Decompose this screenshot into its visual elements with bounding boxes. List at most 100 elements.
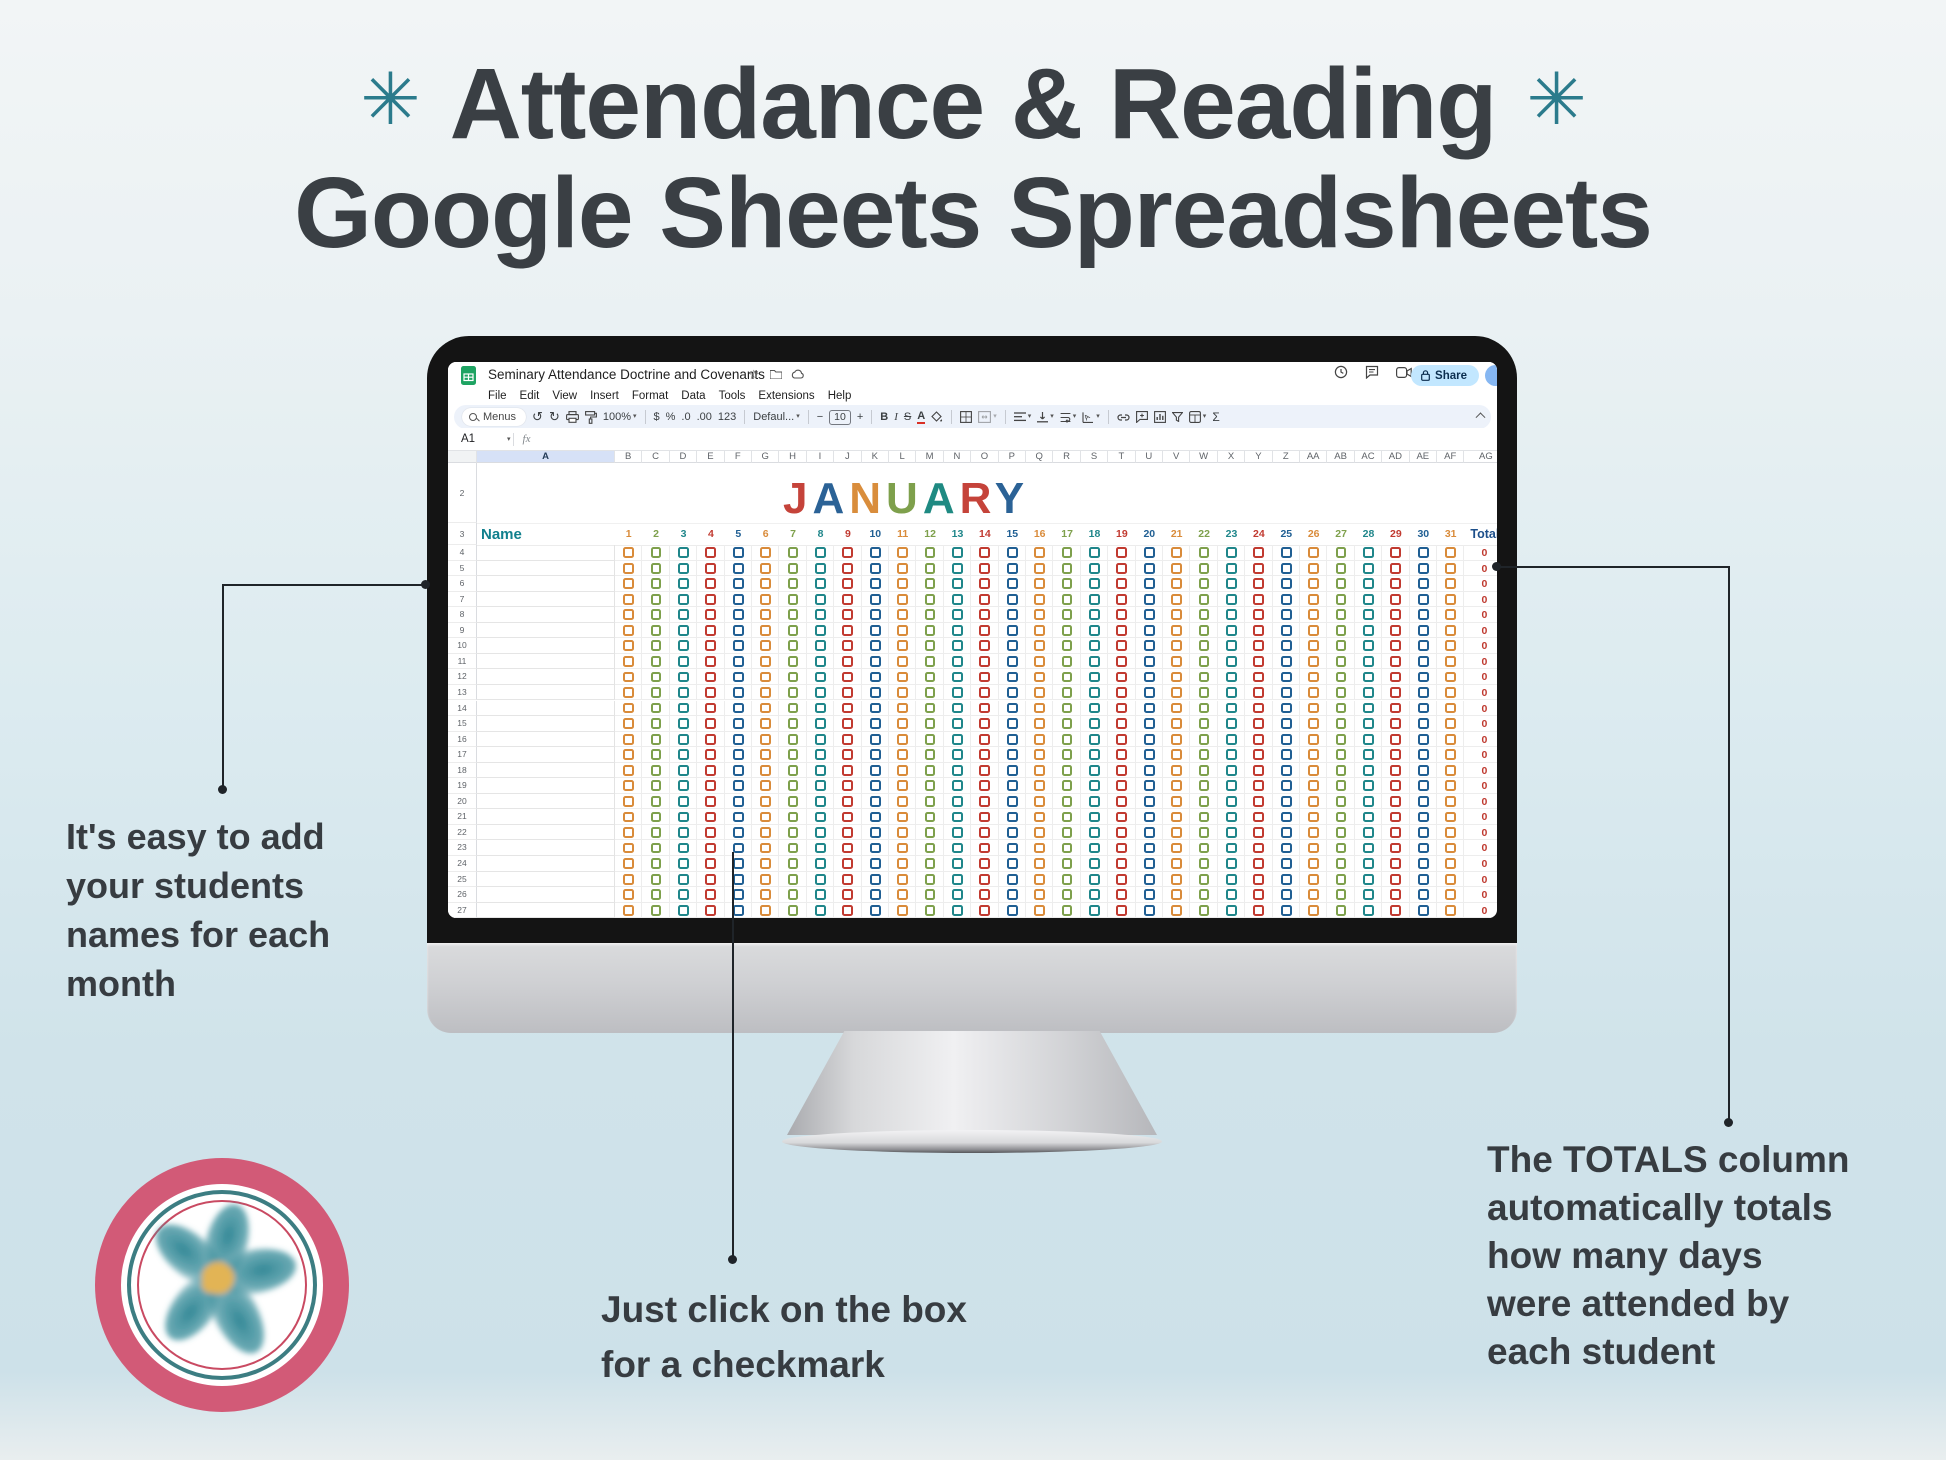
attendance-checkbox[interactable] xyxy=(1061,624,1073,636)
attendance-checkbox[interactable] xyxy=(650,547,662,558)
attendance-checkbox[interactable] xyxy=(732,780,744,792)
student-name-cell[interactable] xyxy=(477,747,615,763)
attendance-checkbox[interactable] xyxy=(1034,593,1046,605)
column-header-AB[interactable]: AB xyxy=(1327,450,1355,463)
attendance-checkbox[interactable] xyxy=(1253,827,1265,838)
attendance-checkbox[interactable] xyxy=(1390,827,1402,838)
attendance-checkbox[interactable] xyxy=(1116,873,1128,885)
attendance-checkbox[interactable] xyxy=(1226,858,1237,869)
attendance-checkbox[interactable] xyxy=(1034,858,1046,869)
attendance-checkbox[interactable] xyxy=(1390,640,1402,652)
attendance-checkbox[interactable] xyxy=(1171,718,1183,730)
attendance-checkbox[interactable] xyxy=(732,842,744,854)
attendance-checkbox[interactable] xyxy=(1390,624,1402,636)
attendance-checkbox[interactable] xyxy=(760,718,772,730)
attendance-checkbox[interactable] xyxy=(678,547,689,558)
attendance-checkbox[interactable] xyxy=(705,687,717,698)
attendance-checkbox[interactable] xyxy=(897,873,909,885)
attendance-checkbox[interactable] xyxy=(1417,780,1429,792)
attendance-checkbox[interactable] xyxy=(869,640,881,652)
attendance-checkbox[interactable] xyxy=(1363,764,1374,776)
attendance-checkbox[interactable] xyxy=(1143,687,1155,698)
attendance-checkbox[interactable] xyxy=(650,842,662,854)
attendance-checkbox[interactable] xyxy=(760,609,772,621)
attendance-checkbox[interactable] xyxy=(1116,827,1128,838)
attendance-checkbox[interactable] xyxy=(1226,733,1237,745)
paint-format-button[interactable] xyxy=(584,410,597,424)
attendance-checkbox[interactable] xyxy=(869,904,881,916)
attendance-checkbox[interactable] xyxy=(924,593,936,605)
attendance-checkbox[interactable] xyxy=(1089,718,1100,730)
attendance-checkbox[interactable] xyxy=(1116,547,1128,558)
attendance-checkbox[interactable] xyxy=(1226,687,1237,698)
attendance-checkbox[interactable] xyxy=(952,687,963,698)
attendance-checkbox[interactable] xyxy=(1061,609,1073,621)
attendance-checkbox[interactable] xyxy=(815,811,826,823)
attendance-checkbox[interactable] xyxy=(705,827,717,838)
attendance-checkbox[interactable] xyxy=(1335,858,1347,869)
attendance-checkbox[interactable] xyxy=(1308,873,1320,885)
attendance-checkbox[interactable] xyxy=(842,671,854,683)
attendance-checkbox[interactable] xyxy=(869,733,881,745)
attendance-checkbox[interactable] xyxy=(760,593,772,605)
attendance-checkbox[interactable] xyxy=(732,547,744,558)
attendance-checkbox[interactable] xyxy=(1226,827,1237,838)
student-name-cell[interactable] xyxy=(477,607,615,623)
row-header[interactable]: 4 xyxy=(448,545,477,561)
redo-button[interactable]: ↻ xyxy=(548,409,560,424)
fill-color-button[interactable] xyxy=(931,411,943,423)
attendance-checkbox[interactable] xyxy=(869,749,881,761)
attendance-checkbox[interactable] xyxy=(678,889,689,901)
attendance-checkbox[interactable] xyxy=(1143,578,1155,590)
attendance-checkbox[interactable] xyxy=(1445,858,1457,869)
attendance-checkbox[interactable] xyxy=(952,842,963,854)
attendance-checkbox[interactable] xyxy=(1308,780,1320,792)
attendance-checkbox[interactable] xyxy=(760,795,772,807)
attendance-checkbox[interactable] xyxy=(1390,687,1402,698)
student-name-cell[interactable] xyxy=(477,653,615,670)
attendance-checkbox[interactable] xyxy=(623,609,635,621)
attendance-checkbox[interactable] xyxy=(952,702,963,714)
attendance-checkbox[interactable] xyxy=(1198,671,1210,683)
attendance-checkbox[interactable] xyxy=(650,562,662,574)
attendance-checkbox[interactable] xyxy=(1116,687,1128,698)
attendance-checkbox[interactable] xyxy=(678,624,689,636)
attendance-checkbox[interactable] xyxy=(1417,733,1429,745)
attendance-checkbox[interactable] xyxy=(869,578,881,590)
attendance-checkbox[interactable] xyxy=(787,764,799,776)
attendance-checkbox[interactable] xyxy=(952,873,963,885)
attendance-checkbox[interactable] xyxy=(732,889,744,901)
attendance-checkbox[interactable] xyxy=(869,811,881,823)
attendance-checkbox[interactable] xyxy=(897,811,909,823)
attendance-checkbox[interactable] xyxy=(815,593,826,605)
attendance-checkbox[interactable] xyxy=(1006,780,1018,792)
attendance-checkbox[interactable] xyxy=(842,624,854,636)
attendance-checkbox[interactable] xyxy=(952,764,963,776)
avatar[interactable] xyxy=(1485,365,1497,386)
attendance-checkbox[interactable] xyxy=(732,578,744,590)
attendance-checkbox[interactable] xyxy=(623,733,635,745)
attendance-checkbox[interactable] xyxy=(650,671,662,683)
attendance-checkbox[interactable] xyxy=(650,795,662,807)
attendance-checkbox[interactable] xyxy=(1034,671,1046,683)
attendance-checkbox[interactable] xyxy=(924,640,936,652)
student-name-cell[interactable] xyxy=(477,700,615,717)
attendance-checkbox[interactable] xyxy=(787,858,799,869)
attendance-checkbox[interactable] xyxy=(952,624,963,636)
attendance-checkbox[interactable] xyxy=(1171,640,1183,652)
attendance-checkbox[interactable] xyxy=(1006,873,1018,885)
attendance-checkbox[interactable] xyxy=(1335,640,1347,652)
attendance-checkbox[interactable] xyxy=(705,749,717,761)
attendance-checkbox[interactable] xyxy=(1417,718,1429,730)
attendance-checkbox[interactable] xyxy=(1417,842,1429,854)
attendance-checkbox[interactable] xyxy=(650,904,662,916)
attendance-checkbox[interactable] xyxy=(1445,671,1457,683)
attendance-checkbox[interactable] xyxy=(1006,609,1018,621)
attendance-checkbox[interactable] xyxy=(1253,624,1265,636)
attendance-checkbox[interactable] xyxy=(1253,593,1265,605)
attendance-checkbox[interactable] xyxy=(1308,827,1320,838)
insert-link-button[interactable] xyxy=(1117,413,1130,421)
attendance-checkbox[interactable] xyxy=(1006,749,1018,761)
attendance-checkbox[interactable] xyxy=(760,671,772,683)
attendance-checkbox[interactable] xyxy=(678,873,689,885)
